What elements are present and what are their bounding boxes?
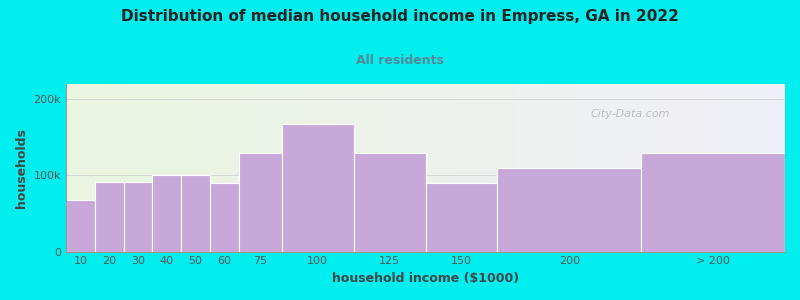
Bar xyxy=(282,124,354,252)
Bar xyxy=(123,182,152,252)
Text: Distribution of median household income in Empress, GA in 2022: Distribution of median household income … xyxy=(121,9,679,24)
Bar xyxy=(152,176,181,252)
Bar xyxy=(181,176,210,252)
Y-axis label: households: households xyxy=(15,128,28,208)
Bar xyxy=(210,183,238,252)
Bar xyxy=(354,153,426,252)
Bar xyxy=(95,182,123,252)
Bar xyxy=(642,153,785,252)
X-axis label: household income ($1000): household income ($1000) xyxy=(332,272,519,285)
Text: All residents: All residents xyxy=(356,54,444,67)
Bar xyxy=(66,200,95,252)
Bar xyxy=(498,168,642,252)
Text: City-Data.com: City-Data.com xyxy=(591,109,670,119)
Bar xyxy=(426,183,498,252)
Bar xyxy=(238,153,282,252)
